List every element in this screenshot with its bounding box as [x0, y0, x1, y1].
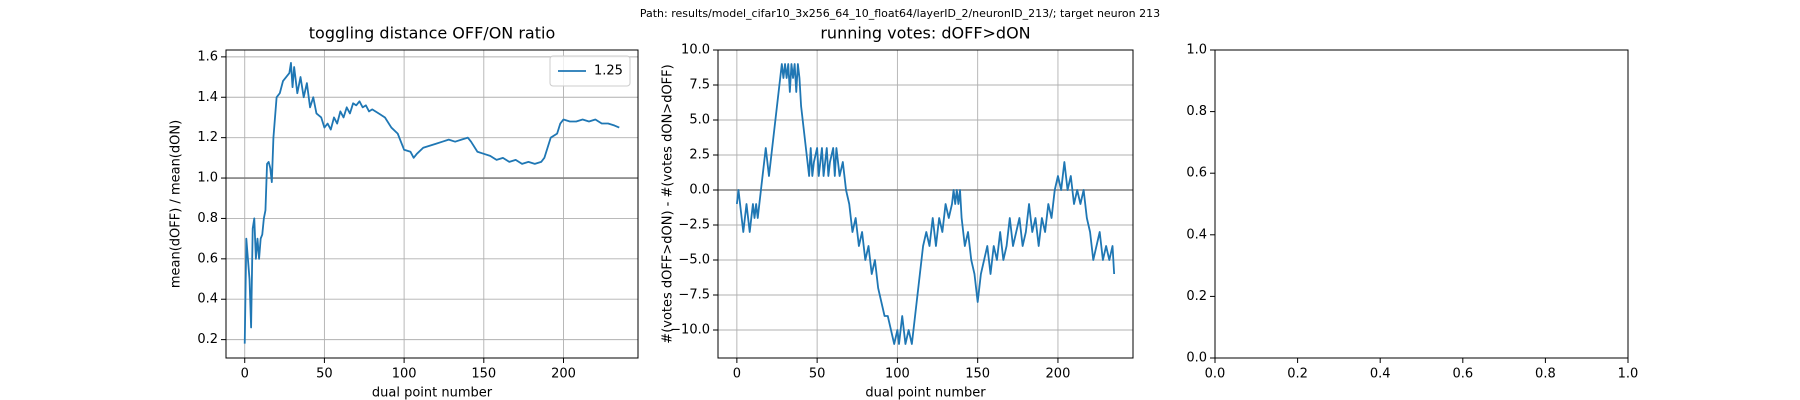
data-line	[735, 63, 1116, 345]
x-tick-label: 150	[965, 367, 990, 382]
x-tick-label: 0	[733, 367, 741, 382]
axes-frame	[225, 49, 639, 359]
x-axis-label: dual point number	[372, 386, 493, 400]
y-axis-label: mean(dOFF) / mean(dON)	[169, 120, 184, 288]
x-tick-label: 0.0	[1205, 367, 1226, 382]
legend-label: 1.25	[594, 64, 623, 79]
y-tick-label: 10.0	[681, 43, 710, 58]
axes-frame	[1214, 49, 1629, 359]
x-tick-label: 0	[241, 367, 249, 382]
y-tick-label: 0.2	[197, 332, 218, 347]
y-tick-label: 0.2	[1186, 289, 1207, 304]
x-tick-label: 0.4	[1370, 367, 1391, 382]
y-tick-label: 0.8	[197, 211, 218, 226]
y-tick-label: 0.8	[1186, 104, 1207, 119]
x-tick-label: 0.6	[1452, 367, 1473, 382]
x-tick-label: 50	[316, 367, 333, 382]
axes-frame	[717, 49, 1134, 359]
y-tick-label: 7.5	[689, 78, 710, 93]
y-tick-label: 0.0	[1186, 351, 1207, 366]
y-tick-label: 2.5	[689, 148, 710, 163]
x-axis-label: dual point number	[865, 386, 986, 400]
y-tick-label: 1.6	[197, 49, 218, 64]
x-tick-label: 1.0	[1618, 367, 1639, 382]
legend-box	[549, 55, 631, 87]
x-tick-label: 0.2	[1287, 367, 1308, 382]
y-tick-label: 0.6	[197, 251, 218, 266]
y-tick-label: 1.0	[1186, 43, 1207, 58]
x-tick-label: 200	[551, 367, 576, 382]
x-tick-label: 100	[885, 367, 910, 382]
x-tick-label: 200	[1046, 367, 1071, 382]
chart-title: running votes: dOFF>dON	[820, 24, 1030, 43]
y-tick-label: 5.0	[689, 113, 710, 128]
x-tick-label: 150	[471, 367, 496, 382]
y-tick-label: −5.0	[678, 253, 710, 268]
x-tick-label: 100	[392, 367, 417, 382]
suptitle: Path: results/model_cifar10_3x256_64_10_…	[640, 7, 1160, 20]
y-tick-label: 1.0	[197, 171, 218, 186]
y-tick-label: 0.4	[197, 292, 218, 307]
y-tick-label: 1.2	[197, 130, 218, 145]
y-tick-label: −2.5	[678, 218, 710, 233]
chart-title: toggling distance OFF/ON ratio	[309, 24, 555, 43]
x-tick-label: 50	[809, 367, 826, 382]
y-tick-label: 0.0	[689, 183, 710, 198]
y-axis-label: #(votes dOFF>dON) - #(votes dON>dOFF)	[661, 64, 676, 343]
y-tick-label: −7.5	[678, 288, 710, 303]
y-tick-label: 0.4	[1186, 227, 1207, 242]
y-tick-label: 0.6	[1186, 166, 1207, 181]
y-tick-label: 1.4	[197, 90, 218, 105]
x-tick-label: 0.8	[1535, 367, 1556, 382]
y-tick-label: −10.0	[670, 323, 710, 338]
data-line	[243, 62, 620, 344]
